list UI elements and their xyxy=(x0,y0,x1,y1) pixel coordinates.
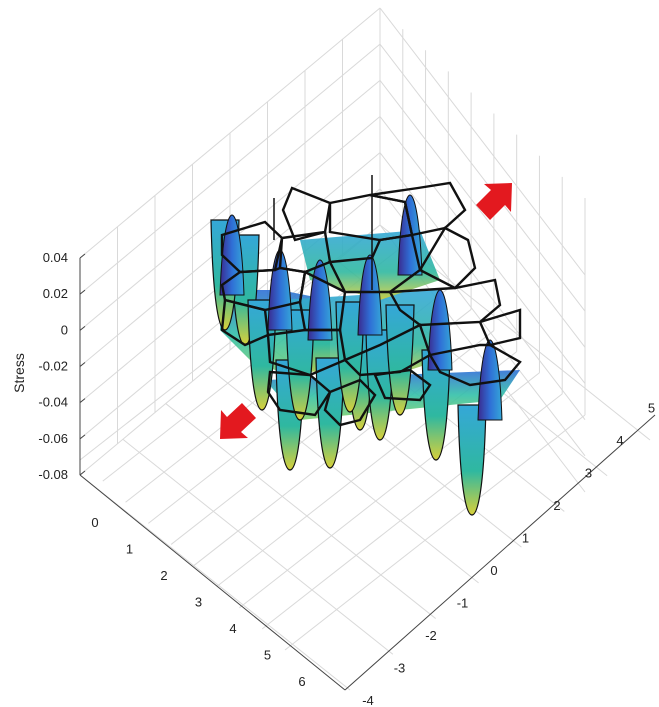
x-tick-label: 3 xyxy=(195,595,202,610)
z-tick-label: -0.04 xyxy=(38,395,68,410)
mesh-cell xyxy=(278,230,332,274)
z-tick-label: -0.02 xyxy=(38,359,68,374)
stress-peak xyxy=(477,339,503,421)
load-arrows xyxy=(220,183,512,439)
mesh-cell xyxy=(323,378,377,427)
grid-line xyxy=(379,43,586,312)
stress-dip xyxy=(285,309,315,421)
z-tick-label: 0 xyxy=(61,322,68,337)
mesh-cell xyxy=(369,181,467,237)
z-tick-label: -0.06 xyxy=(38,431,68,446)
y-tick-label: 2 xyxy=(553,498,560,513)
y-tick-label: -2 xyxy=(425,628,437,643)
stress-surface xyxy=(210,194,520,516)
stress-peak xyxy=(307,259,333,341)
x-tick-label: 1 xyxy=(126,542,133,557)
stress-dip xyxy=(421,349,451,461)
grid-line xyxy=(122,438,394,655)
z-tick-label: -0.08 xyxy=(38,467,68,482)
grid-line xyxy=(379,116,586,384)
x-tick-label: 4 xyxy=(229,621,236,636)
z-tick-mark xyxy=(79,434,86,440)
y-tick-label: 0 xyxy=(490,563,497,578)
z-tick-mark xyxy=(79,253,86,259)
y-tick-label: -4 xyxy=(362,693,374,707)
x-tick-label: 5 xyxy=(264,648,271,663)
mesh-cell xyxy=(428,343,522,387)
load-arrow-down-left xyxy=(220,403,256,439)
y-tick-label: 3 xyxy=(585,466,592,481)
y-tick-label: -1 xyxy=(457,596,469,611)
mesh-cell xyxy=(266,370,332,417)
mesh-edges xyxy=(220,175,522,427)
grid-line xyxy=(165,403,437,619)
grid-line xyxy=(208,367,479,584)
mesh-cell xyxy=(220,298,270,347)
y-tick-label: 4 xyxy=(616,433,623,448)
grid-line xyxy=(379,80,586,348)
tick-labels: 0.04 0.02 0 -0.02 -0.04 -0.06 -0.08 0 1 2 3 4 5 6 -4 -3… xyxy=(38,250,655,707)
z-axis-label: Stress xyxy=(11,353,27,393)
z-tick-label: 0.04 xyxy=(43,250,68,265)
mesh-cell xyxy=(418,226,477,290)
z-tick-mark xyxy=(79,289,86,295)
axes-frame xyxy=(79,253,656,691)
x-tick-label: 6 xyxy=(298,674,305,689)
stress-peak xyxy=(357,254,383,336)
grid-line xyxy=(284,414,586,651)
mesh-cell xyxy=(328,233,422,294)
grid-line xyxy=(261,393,563,630)
y-axis-line xyxy=(344,414,656,691)
z-tick-mark xyxy=(79,398,86,404)
x-tick-label: 0 xyxy=(91,515,98,530)
y-tick-label: -3 xyxy=(394,661,406,676)
x-axis-line xyxy=(79,474,346,691)
z-tick-mark xyxy=(79,470,86,476)
mesh-cell xyxy=(373,368,432,402)
stress-dip xyxy=(457,404,487,516)
mesh-cell xyxy=(388,278,502,327)
y-tick-label: 5 xyxy=(648,401,655,416)
grid-line xyxy=(79,474,351,691)
z-tick-mark xyxy=(79,362,86,367)
load-arrow-up-right xyxy=(476,183,512,220)
y-tick-label: 1 xyxy=(522,531,529,546)
mesh-cell xyxy=(478,308,522,347)
z-tick-mark xyxy=(79,325,86,331)
z-tick-label: 0.02 xyxy=(43,286,68,301)
grid-line xyxy=(379,152,586,420)
mesh-cell xyxy=(281,186,332,242)
x-tick-label: 2 xyxy=(160,568,167,583)
grid-line xyxy=(379,7,586,276)
